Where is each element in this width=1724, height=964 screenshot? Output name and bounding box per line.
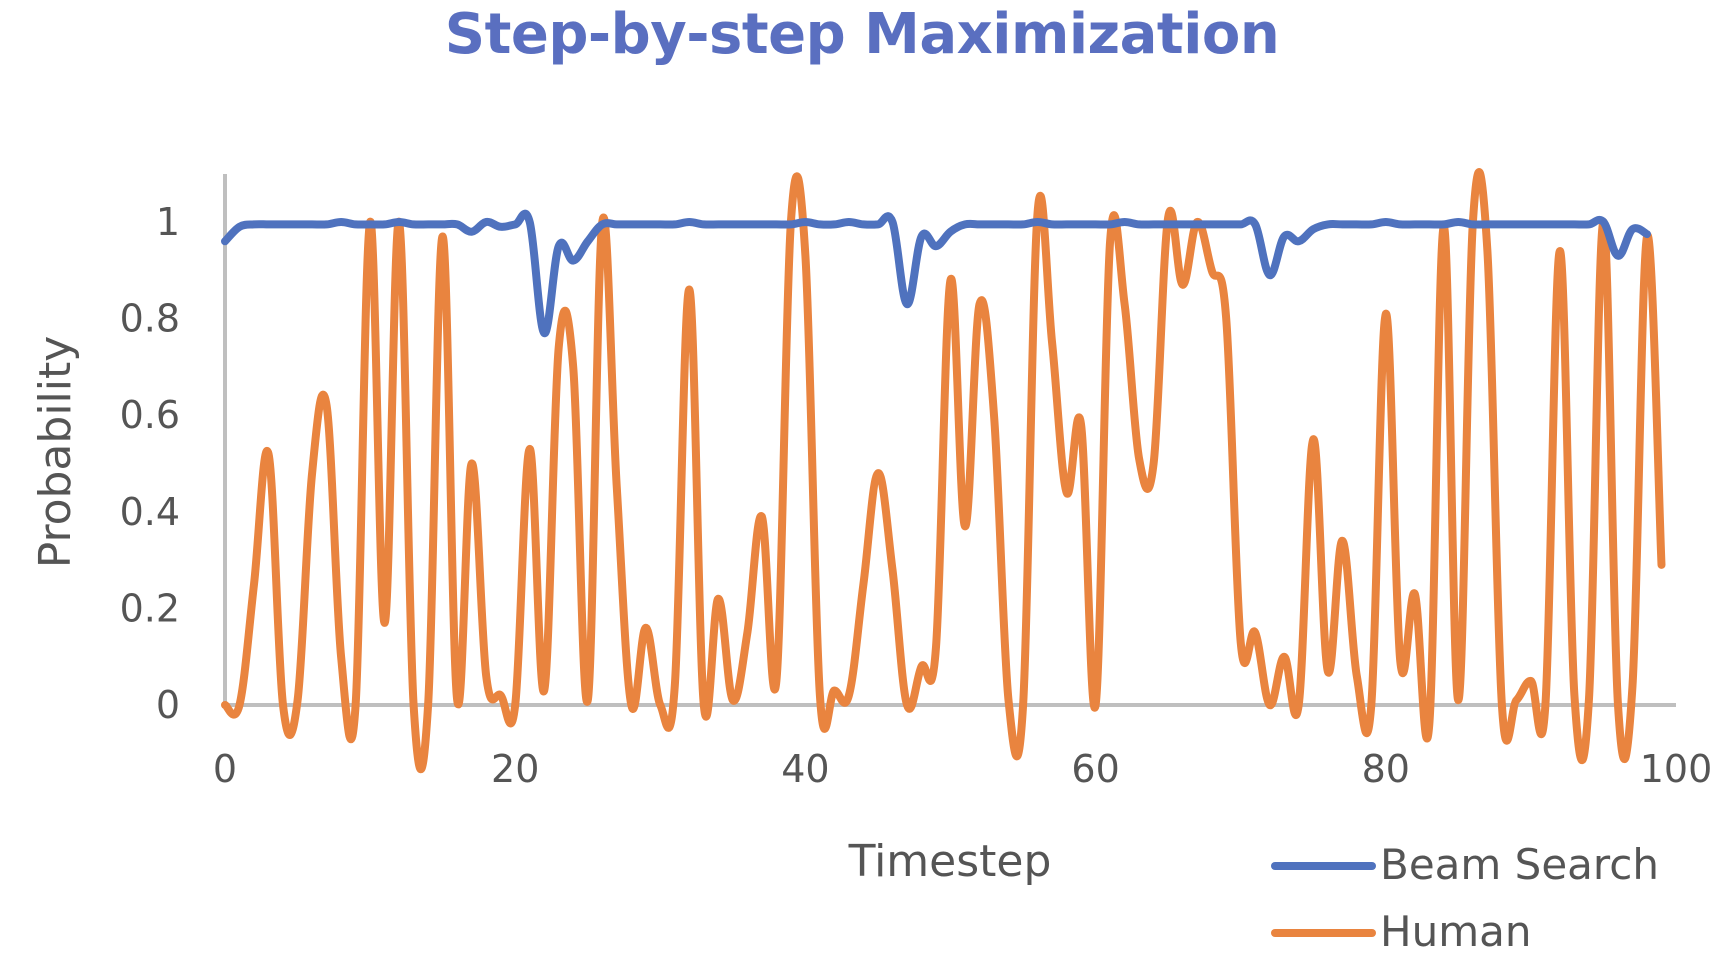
y-tick-label: 0.4 bbox=[120, 490, 180, 534]
series-line-human bbox=[221, 168, 1666, 774]
x-tick-label: 40 bbox=[781, 747, 829, 791]
x-tick-label: 20 bbox=[491, 747, 539, 791]
y-tick-label: 0.2 bbox=[120, 586, 180, 630]
y-tick-label: 1 bbox=[156, 200, 180, 244]
x-tick-label: 80 bbox=[1362, 747, 1410, 791]
x-axis-label: Timestep bbox=[848, 836, 1052, 887]
y-tick-labels: 0 0.2 0.4 0.6 0.8 1 bbox=[120, 200, 180, 727]
chart-title: Step-by-step Maximization bbox=[444, 2, 1280, 67]
y-axis-label: Probability bbox=[30, 336, 81, 569]
x-tick-label: 100 bbox=[1640, 747, 1713, 791]
legend: Beam Search Human bbox=[1271, 840, 1659, 956]
series-layer bbox=[221, 168, 1666, 774]
y-tick-label: 0 bbox=[156, 683, 180, 727]
y-tick-label: 0.6 bbox=[120, 393, 180, 437]
x-tick-label: 0 bbox=[213, 747, 237, 791]
legend-label-beam-search: Beam Search bbox=[1380, 840, 1659, 889]
y-tick-label: 0.8 bbox=[120, 297, 180, 341]
legend-label-human: Human bbox=[1380, 907, 1531, 956]
x-tick-label: 60 bbox=[1071, 747, 1119, 791]
series-line-beam-search bbox=[221, 209, 1651, 338]
x-tick-labels: 0 20 40 60 80 100 bbox=[213, 747, 1712, 791]
